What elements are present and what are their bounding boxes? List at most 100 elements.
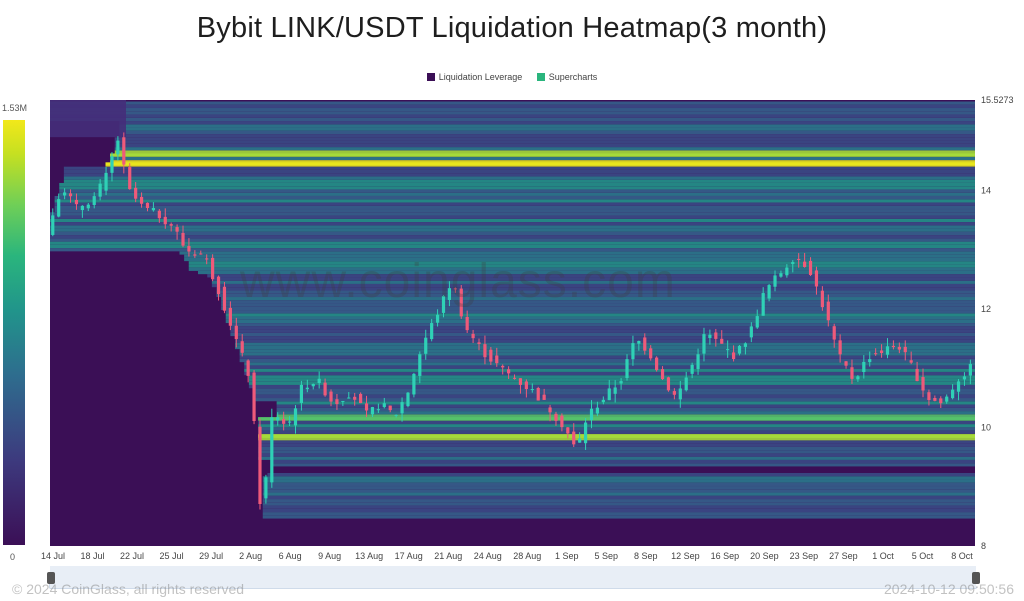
liquidation-band: [63, 176, 975, 180]
candle-body: [785, 267, 789, 276]
candle-body: [282, 419, 286, 424]
candle-body: [915, 368, 919, 382]
x-tick-label: 6 Aug: [279, 551, 302, 561]
x-tick-label: 23 Sep: [790, 551, 819, 561]
legend-item-liquidation-leverage[interactable]: Liquidation Leverage: [426, 72, 522, 82]
candle-body: [951, 389, 955, 399]
candle-body: [660, 369, 665, 380]
candle-body: [299, 384, 304, 403]
liquidation-band: [239, 355, 975, 359]
candle-body: [625, 359, 629, 379]
liquidation-band: [114, 137, 975, 141]
candle-body: [566, 427, 570, 434]
liquidation-band: [114, 147, 975, 151]
candle-body: [862, 361, 866, 373]
candle-body: [252, 372, 256, 421]
liquidation-band: [225, 316, 975, 320]
candle-body: [246, 360, 250, 376]
liquidation-band: [230, 326, 975, 330]
liquidation-band: [216, 293, 975, 297]
liquidation-band: [50, 235, 975, 239]
liquidation-band: [184, 257, 975, 262]
candle-body: [459, 288, 463, 317]
liquidation-band: [262, 502, 975, 506]
liquidation-band: [54, 205, 975, 209]
candle-body: [589, 408, 594, 421]
candle-body: [222, 286, 227, 311]
candle-body: [536, 387, 540, 401]
candle-body: [240, 341, 244, 353]
liquidation-band: [221, 297, 975, 301]
liquidation-band: [211, 283, 975, 288]
y-tick-label: 15.5273: [981, 95, 1014, 105]
liquidation-band: [119, 124, 975, 128]
candle-body: [572, 431, 576, 445]
candle-body: [767, 285, 771, 299]
candle-body: [193, 254, 197, 256]
candle-body: [524, 381, 528, 390]
liquidation-band: [272, 463, 975, 467]
liquidation-band: [230, 329, 975, 333]
candle-body: [548, 407, 552, 413]
navigator-right-handle[interactable]: [972, 572, 980, 584]
liquidation-band: [63, 173, 975, 177]
candle-body: [613, 387, 617, 394]
liquidation-band: [225, 313, 975, 317]
candle-body: [364, 403, 369, 411]
legend-item-supercharts[interactable]: Supercharts: [536, 72, 597, 82]
liquidation-band: [253, 394, 975, 398]
liquidation-band: [59, 192, 975, 196]
liquidation-band: [50, 248, 975, 252]
candle-body: [874, 353, 878, 355]
y-tick-label: 12: [981, 304, 991, 314]
candle-body: [684, 377, 688, 391]
liquidation-band: [50, 231, 975, 236]
candle-body: [696, 354, 700, 369]
candle-body: [631, 343, 635, 360]
liquidation-band: [262, 495, 975, 500]
liquidation-band: [258, 420, 975, 425]
candle-body: [51, 215, 55, 235]
liquidation-band: [50, 108, 975, 112]
candle-body: [406, 392, 410, 407]
candle-body: [477, 342, 481, 344]
time-navigator[interactable]: [50, 566, 976, 588]
liquidation-band: [225, 319, 975, 324]
candle-body: [264, 477, 268, 499]
candle-body: [341, 400, 345, 402]
watermark: www.coinglass.com: [240, 255, 676, 308]
liquidation-band: [221, 303, 975, 307]
candle-body: [157, 210, 161, 219]
candle-body: [270, 417, 274, 483]
liquidation-band: [244, 362, 975, 366]
liquidation-band-strong: [105, 162, 975, 166]
candle-body: [797, 258, 801, 260]
candle-body: [205, 258, 209, 260]
navigator-left-handle[interactable]: [47, 572, 55, 584]
candle-body: [293, 408, 298, 426]
liquidation-band: [244, 371, 975, 376]
candle-body: [518, 378, 523, 385]
liquidation-band: [54, 196, 975, 200]
candle-body: [731, 352, 736, 359]
x-tick-label: 28 Aug: [513, 551, 541, 561]
candle-body: [335, 399, 339, 405]
x-tick-label: 18 Jul: [81, 551, 105, 561]
candle-body: [92, 196, 96, 205]
legend-swatch: [426, 73, 435, 81]
candle-body: [175, 227, 179, 232]
candle-body: [211, 257, 215, 280]
x-tick-label: 27 Sep: [829, 551, 858, 561]
candle-body: [394, 414, 398, 416]
liquidation-band: [276, 407, 975, 412]
candle-body: [554, 413, 558, 421]
candle-body: [430, 323, 434, 340]
candle-body: [347, 397, 351, 399]
candle-body: [583, 422, 588, 444]
candle-body: [791, 262, 795, 264]
liquidation-band: [230, 323, 975, 327]
liquidation-band: [235, 345, 975, 350]
y-tick-label: 10: [981, 422, 991, 432]
candle-body: [601, 399, 605, 403]
candle-body: [720, 338, 724, 344]
